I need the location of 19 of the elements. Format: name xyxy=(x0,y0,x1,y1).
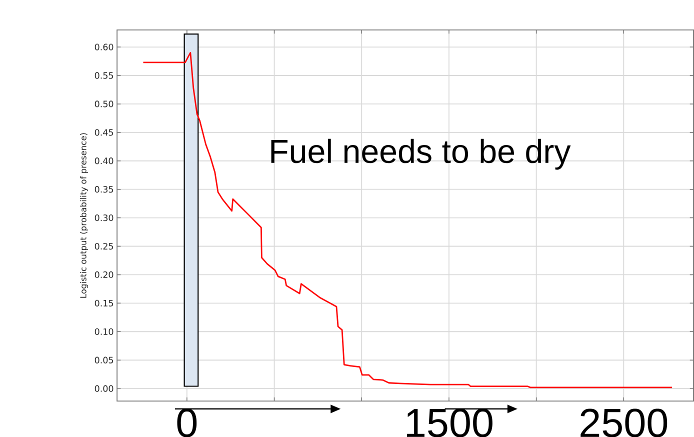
y-tick-label: 0.35 xyxy=(94,186,114,192)
y-tick-label: 0.25 xyxy=(94,242,114,250)
line-series xyxy=(142,52,673,388)
y-tick-label: 0.55 xyxy=(94,72,114,79)
y-tick-label: 0.60 xyxy=(94,44,114,50)
y-tick-label: 0.00 xyxy=(94,385,114,392)
annotation: Fuel needs to be dry xyxy=(271,138,571,170)
y-tick-label: 0.30 xyxy=(94,214,114,221)
y-tick-label: 0.15 xyxy=(94,300,114,306)
y-tick-label: 0.05 xyxy=(94,356,114,364)
x-tick-label: 1500 xyxy=(406,408,492,437)
y-tick-label: 0.45 xyxy=(94,128,114,136)
y-tick-label: 0.10 xyxy=(94,328,114,335)
x-tick-label: 2500 xyxy=(580,408,668,437)
y-axis-title: Logistic output (probability of presence) xyxy=(80,133,88,298)
x-tick-label: 0 xyxy=(177,408,197,437)
y-tick-label: 0.50 xyxy=(94,100,114,108)
y-tick-label: 0.40 xyxy=(94,157,114,164)
y-tick-label: 0.20 xyxy=(94,271,114,278)
